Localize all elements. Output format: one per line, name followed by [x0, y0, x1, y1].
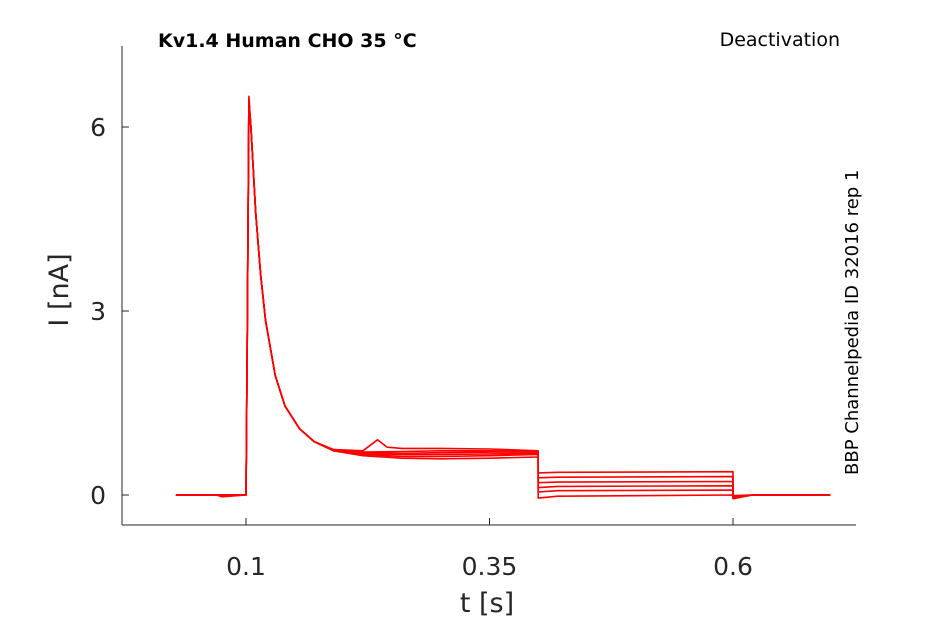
- series-line-5: [175, 104, 831, 497]
- y-ticks: 0 3 6: [90, 113, 129, 510]
- series-line-2: [175, 98, 831, 499]
- series-line-3: [175, 101, 831, 499]
- source-label: BBP Channelpedia ID 32016 rep 1: [842, 170, 863, 475]
- x-ticks: 0.1 0.35 0.6: [226, 518, 753, 581]
- y-axis-label: I [nA]: [44, 253, 75, 326]
- protocol-label: Deactivation: [720, 29, 840, 51]
- series-line-4: [175, 101, 831, 498]
- x-tick-label: 0.6: [713, 552, 753, 581]
- series-line-1: [175, 95, 831, 500]
- chart-title: Kv1.4 Human CHO 35 °C: [158, 30, 417, 52]
- x-axis-label: t [s]: [460, 588, 514, 619]
- y-tick-label: 0: [90, 481, 106, 510]
- series-line-6: [175, 104, 831, 497]
- x-tick-label: 0.1: [226, 552, 266, 581]
- y-tick-label: 6: [90, 113, 106, 142]
- x-tick-label: 0.35: [462, 552, 518, 581]
- y-tick-label: 3: [90, 297, 106, 326]
- trace-group: [175, 95, 831, 500]
